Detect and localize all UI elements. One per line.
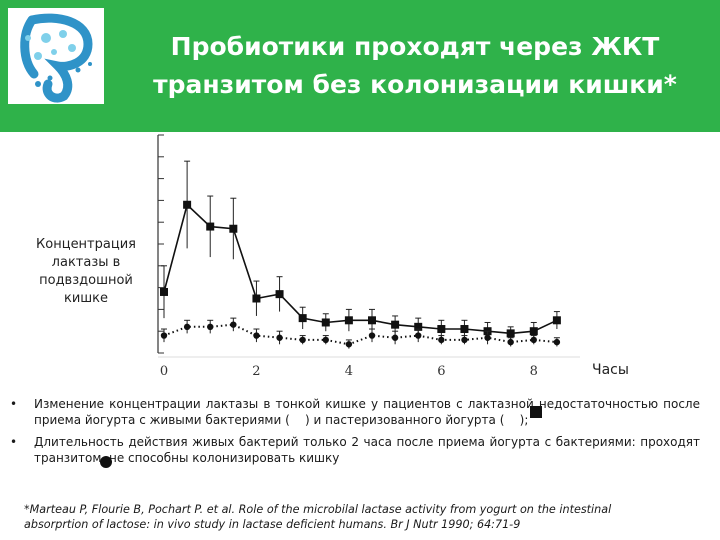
bullet-mark: • xyxy=(10,397,18,411)
reference-citation: *Marteau P, Flourie B, Pochart P. et al.… xyxy=(24,502,704,532)
bullet-1-text-after: ); xyxy=(519,413,529,427)
bullet-item-2: • Длительность действия живых бактерий т… xyxy=(10,434,700,466)
bullet-1-text-middle: ) и пастеризованного йогурта ( xyxy=(305,413,505,427)
data-point-square xyxy=(229,224,238,233)
data-point-square xyxy=(391,320,400,329)
data-point-circle xyxy=(438,336,445,344)
data-point-square xyxy=(552,316,561,325)
data-point-square xyxy=(368,316,376,325)
slide-title-line-2: транзитом без колонизации кишки* xyxy=(153,70,677,99)
data-point-circle xyxy=(160,332,168,339)
data-point-circle xyxy=(322,336,329,344)
bullet-list: • Изменение концентрации лактазы в тонко… xyxy=(10,396,700,472)
x-tick-label: 8 xyxy=(530,364,538,379)
data-point-square xyxy=(206,222,215,231)
chart-y-axis-label: Концентрация лактазы в подвздошной кишке xyxy=(30,236,142,308)
slide-title-line-1: Пробиотики проходят через ЖКТ xyxy=(170,32,660,61)
y-axis-label-line-1: Концентрация xyxy=(36,237,136,252)
data-point-circle xyxy=(368,332,376,339)
lactase-chart: 0 2 4 6 8 xyxy=(157,134,580,379)
data-point-square xyxy=(275,290,284,299)
legend-pasteurized-yogurt-dot-icon xyxy=(100,456,112,468)
data-point-circle xyxy=(553,338,561,346)
data-point-circle xyxy=(183,323,191,331)
data-point-square xyxy=(252,294,261,303)
series-line-1 xyxy=(163,203,558,335)
data-point-circle xyxy=(253,332,260,339)
data-point-circle xyxy=(415,332,422,339)
slide-title: Пробиотики проходят через ЖКТ транзитом … xyxy=(130,28,700,104)
chart-x-axis-label: Часы xyxy=(592,362,629,378)
data-point-square xyxy=(183,200,192,209)
x-tick-label: 4 xyxy=(345,364,353,379)
bullet-text-2: Длительность действия живых бактерий тол… xyxy=(34,435,700,465)
data-point-circle xyxy=(207,323,214,331)
data-point-square xyxy=(506,329,515,338)
data-point-circle xyxy=(276,334,283,341)
data-point-circle xyxy=(461,336,468,344)
data-point-circle xyxy=(230,321,237,328)
data-point-square xyxy=(160,287,168,296)
data-point-square xyxy=(529,327,538,336)
data-point-square xyxy=(298,314,307,323)
bullet-mark: • xyxy=(10,435,18,449)
x-tick-label: 2 xyxy=(252,364,260,379)
data-point-circle xyxy=(484,334,491,341)
reference-line-1: *Marteau P, Flourie B, Pochart P. et al.… xyxy=(24,503,612,516)
data-point-circle xyxy=(507,338,514,346)
bullet-text-1: Изменение концентрации лактазы в тонкой … xyxy=(34,396,700,428)
data-point-square xyxy=(321,318,330,327)
data-point-circle xyxy=(345,341,353,348)
data-point-square xyxy=(460,325,469,334)
y-axis-label-line-3: подвздошной xyxy=(39,273,133,288)
x-tick-label: 6 xyxy=(437,364,445,379)
data-point-circle xyxy=(391,334,399,341)
data-point-square xyxy=(414,322,423,331)
header-banner: Пробиотики проходят через ЖКТ транзитом … xyxy=(0,0,720,132)
data-point-square xyxy=(437,325,446,334)
data-point-circle xyxy=(299,336,306,344)
y-axis-label-line-2: лактазы в xyxy=(51,255,121,270)
y-axis-label-line-4: кишке xyxy=(63,291,109,306)
data-point-circle xyxy=(530,336,537,344)
data-point-square xyxy=(344,316,353,325)
legend-live-yogurt-square-icon xyxy=(530,406,542,418)
reference-line-2: absorprtion of lactose: in vivo study in… xyxy=(24,518,521,531)
x-tick-label: 0 xyxy=(160,364,168,379)
bullet-item-1: • Изменение концентрации лактазы в тонко… xyxy=(10,396,700,428)
probiotic-logo-icon xyxy=(8,8,104,104)
series-line-2 xyxy=(163,323,557,346)
